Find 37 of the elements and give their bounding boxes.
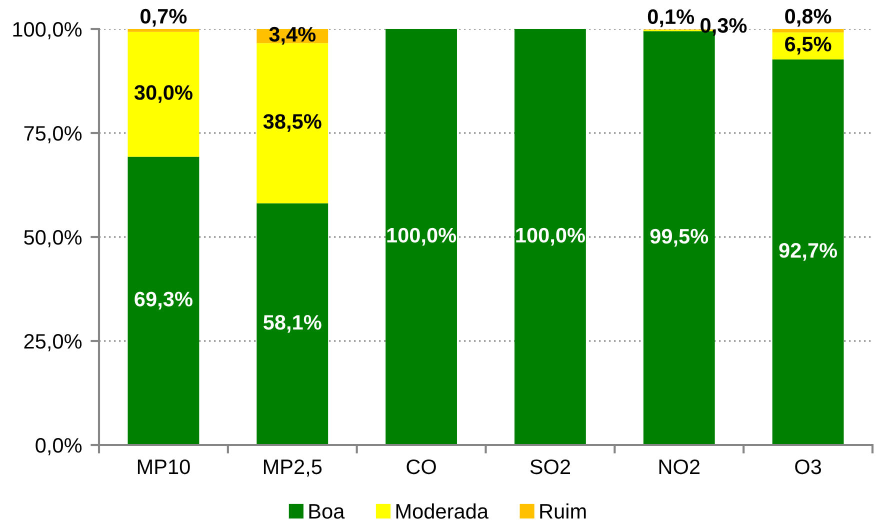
- data-label: 6,5%: [785, 36, 832, 54]
- bar: [514, 29, 586, 445]
- y-tick-label: 50,0%: [24, 230, 82, 248]
- legend-label: Ruim: [540, 503, 586, 519]
- data-label: 58,1%: [263, 314, 322, 333]
- data-label: 30,0%: [134, 85, 192, 103]
- bar: [772, 59, 844, 445]
- bar: [256, 43, 328, 204]
- x-tick-label: MP2,5: [264, 459, 322, 477]
- legend-label: Moderada: [396, 503, 489, 519]
- bar: [256, 203, 328, 445]
- data-label: 3,4%: [269, 26, 316, 45]
- x-tick-label: NO2: [659, 459, 700, 474]
- data-label: 100,0%: [387, 228, 456, 246]
- bar: [128, 29, 200, 32]
- legend-label: Boa: [309, 504, 345, 519]
- x-tick-label: SO2: [530, 459, 570, 474]
- x-tick-label: CO: [406, 459, 436, 474]
- bar: [772, 29, 844, 32]
- y-tick-label: 75,0%: [24, 126, 82, 144]
- y-tick-label: 100,0%: [13, 22, 82, 40]
- bar: [128, 156, 200, 445]
- bar: [386, 29, 457, 445]
- data-label: 99,5%: [650, 228, 708, 247]
- x-tick-label: MP10: [138, 459, 190, 474]
- data-label: 0,1%: [648, 9, 694, 28]
- data-label: 69,3%: [134, 292, 192, 310]
- data-label: 92,7%: [779, 243, 838, 261]
- y-tick-label: 25,0%: [24, 334, 82, 352]
- bar: [128, 32, 200, 157]
- data-label: 0,8%: [785, 8, 832, 27]
- data-label: 0,7%: [140, 8, 187, 27]
- y-tick-label: 0,0%: [36, 438, 82, 456]
- x-tick-label: O3: [795, 459, 822, 474]
- data-label: 100,0%: [516, 228, 585, 246]
- data-label: 38,5%: [263, 114, 322, 132]
- data-label: 0,3%: [700, 18, 747, 36]
